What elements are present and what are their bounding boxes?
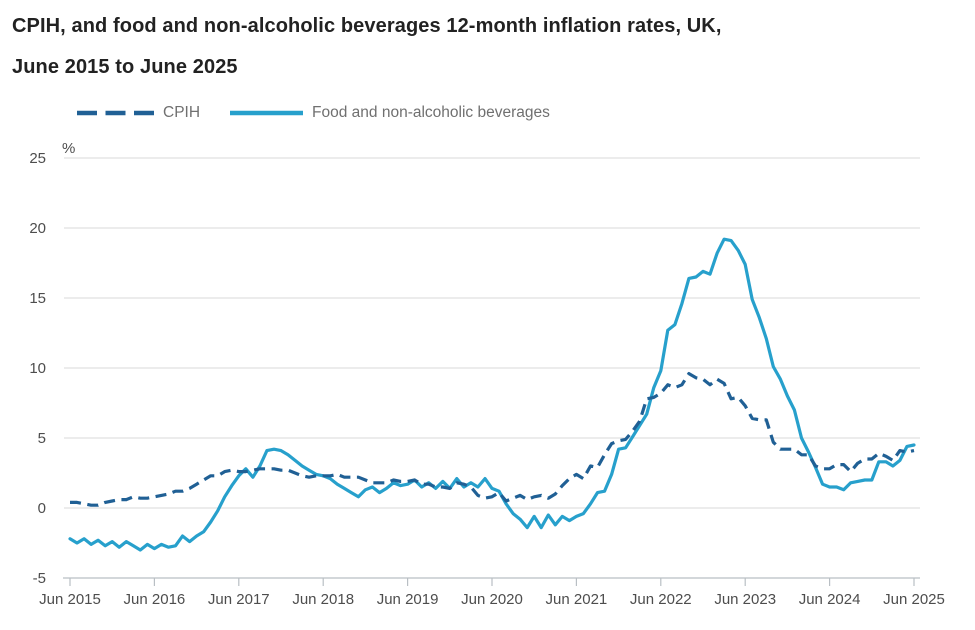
x-tick-label-jun-2022: Jun 2022 xyxy=(630,591,692,608)
legend: CPIH Food and non-alcoholic beverages xyxy=(77,104,550,122)
y-tick-label-25: 25 xyxy=(29,150,46,167)
cpih-dashed-line-swatch xyxy=(77,110,154,116)
x-tick-label-jun-2019: Jun 2019 xyxy=(377,591,439,608)
x-tick-label-jun-2023: Jun 2023 xyxy=(714,591,776,608)
x-tick-label-jun-2015: Jun 2015 xyxy=(39,591,101,608)
x-tick-label-jun-2024: Jun 2024 xyxy=(799,591,861,608)
x-tick-label-jun-2025: Jun 2025 xyxy=(883,591,945,608)
chart-title-line-2: June 2015 to June 2025 xyxy=(12,56,238,78)
legend-item-food: Food and non-alcoholic beverages xyxy=(230,104,550,122)
x-tick-label-jun-2021: Jun 2021 xyxy=(546,591,608,608)
x-tick-label-jun-2020: Jun 2020 xyxy=(461,591,523,608)
cpih-series-line xyxy=(70,372,915,507)
food-solid-line-swatch xyxy=(230,110,304,116)
food-series-line xyxy=(68,237,916,552)
y-tick-label-0: 0 xyxy=(38,500,46,517)
y-tick-label-20: 20 xyxy=(29,220,46,237)
y-axis-unit-label: % xyxy=(62,140,75,157)
legend-label-food: Food and non-alcoholic beverages xyxy=(312,104,550,121)
legend-label-cpih: CPIH xyxy=(163,104,201,121)
y-tick-label--5: -5 xyxy=(33,570,46,587)
x-tick-label-jun-2017: Jun 2017 xyxy=(208,591,270,608)
y-tick-label-10: 10 xyxy=(29,360,46,377)
x-tick-label-jun-2016: Jun 2016 xyxy=(124,591,186,608)
chart-title: CPIH, and food and non-alcoholic beverag… xyxy=(12,6,722,88)
x-tick-label-jun-2018: Jun 2018 xyxy=(292,591,354,608)
y-tick-label-5: 5 xyxy=(38,430,46,447)
legend-item-cpih: CPIH xyxy=(77,104,200,122)
chart-title-line-1: CPIH, and food and non-alcoholic beverag… xyxy=(12,15,722,37)
y-tick-label-15: 15 xyxy=(29,290,46,307)
